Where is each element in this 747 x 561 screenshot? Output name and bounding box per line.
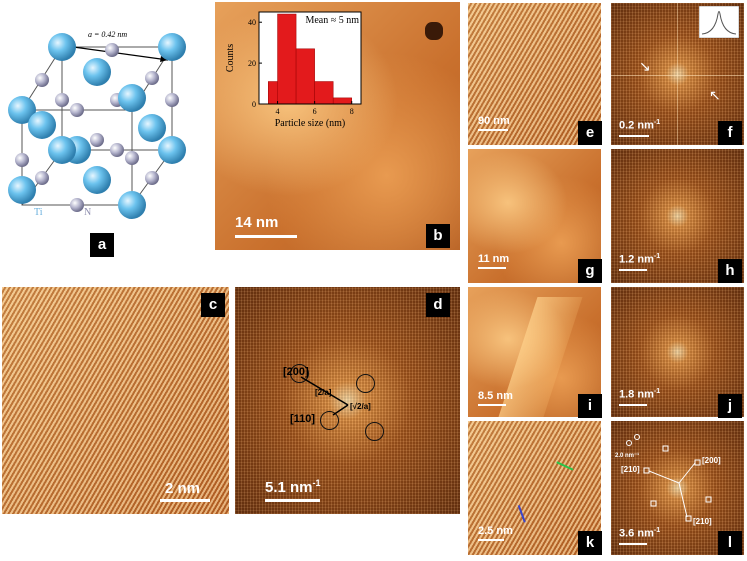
- label-210-left: [210]: [621, 465, 640, 474]
- scale-bar-l: [619, 543, 647, 545]
- histogram-frame: [258, 11, 362, 105]
- scale-label-i: 8.5 nm: [478, 390, 513, 402]
- label-2-over-a: [2/a]: [315, 388, 332, 397]
- histogram-bar: [277, 13, 297, 105]
- scale-bar-c-line: [160, 499, 210, 502]
- panel-label-a: a: [90, 233, 114, 257]
- histogram-bar: [314, 81, 334, 105]
- arrow-lower: ↖: [709, 87, 721, 103]
- panel-a-crystal-structure: a = 0.42 nm Ti N: [0, 0, 200, 230]
- radial-profile-inset: [699, 6, 739, 38]
- panel-b-stm-image: 4 6 8 0 20 40 Particle size (nm) Counts Mean ≈ 5…: [215, 2, 460, 250]
- scale-bar-g: [478, 267, 506, 269]
- panel-label-h: h: [718, 259, 742, 283]
- scale-bar-j: [619, 404, 647, 406]
- scale-bar-d: [265, 499, 320, 502]
- panel-label-f: f: [718, 121, 742, 145]
- scale-value-j: 1.8 nm: [619, 388, 654, 401]
- panel-label-e: e: [578, 121, 602, 145]
- label-210-bottom: [210]: [693, 517, 712, 526]
- scale-label-l: 3.6 nm-1: [619, 527, 660, 540]
- green-marker: [556, 461, 574, 471]
- panel-label-k: k: [578, 531, 602, 555]
- label-200: [200]: [283, 366, 309, 378]
- scale-label-k: 2.5 nm: [478, 525, 513, 537]
- scale-sup-l: -1: [653, 527, 661, 534]
- scale-label-h: 1.2 nm-1: [619, 253, 660, 266]
- scale-value-d: 5.1 nm: [265, 479, 313, 496]
- scale-sup-j: -1: [653, 388, 661, 395]
- scale-bar-i: [478, 404, 506, 406]
- panel-c-stm-atomic: [2, 287, 229, 514]
- scale-sup-d: -1: [312, 478, 321, 488]
- spot-upper-right: [356, 374, 375, 393]
- histogram-bar: [295, 48, 315, 105]
- lattice-constant-label: a = 0.42 nm: [88, 30, 127, 39]
- scale-value-l: 3.6 nm: [619, 527, 654, 540]
- x-tick-label: 8: [350, 107, 354, 116]
- n-label: N: [84, 207, 91, 218]
- small-scale-label-l: 2.0 nm⁻¹: [615, 453, 640, 459]
- scale-label-b: 14 nm: [235, 214, 279, 231]
- scale-label-j: 1.8 nm-1: [619, 388, 660, 401]
- scale-value-h: 1.2 nm: [619, 253, 654, 266]
- scale-bar-h: [619, 269, 647, 271]
- reciprocal-vectors: [300, 376, 349, 416]
- panel-label-g: g: [578, 259, 602, 283]
- label-110: [110]: [290, 413, 316, 425]
- blue-marker: [518, 505, 526, 523]
- x-tick-label: 4: [276, 107, 280, 116]
- panel-label-l: l: [718, 531, 742, 555]
- panel-label-c: c: [201, 293, 225, 317]
- scale-label-g: 11 nm: [478, 253, 510, 265]
- scale-label-d: 5.1 nm-1: [265, 478, 321, 496]
- scale-value-f: 0.2 nm: [619, 119, 654, 132]
- panel-label-b: b: [426, 224, 450, 248]
- spot-lower-right: [365, 422, 384, 441]
- scale-label-c: 2 nm: [165, 480, 201, 497]
- indexed-spots-l: [626, 434, 712, 522]
- y-axis-label: Counts: [225, 44, 236, 72]
- scale-bar-e: [478, 129, 508, 131]
- spot-200: [290, 364, 309, 383]
- y-tick-label: 40: [248, 18, 256, 27]
- panel-label-j: j: [718, 394, 742, 418]
- scale-bar-k: [478, 539, 504, 541]
- arrow-upper: ↘: [639, 58, 651, 74]
- scale-sup-f: -1: [653, 119, 661, 126]
- spot-110: [320, 411, 339, 430]
- panel-d-fft: [200] [2/a] [110] [√2/a] 5.1 nm-1: [235, 287, 460, 514]
- x-tick-label: 6: [313, 107, 317, 116]
- ti-atoms: [8, 33, 186, 219]
- scale-sup-h: -1: [653, 253, 661, 260]
- label-200-l: [200]: [702, 456, 721, 465]
- histogram-bar: [332, 97, 352, 105]
- mean-annotation: Mean ≈ 5 nm: [305, 15, 359, 26]
- panel-label-d: d: [426, 293, 450, 317]
- y-tick-label: 20: [248, 59, 256, 68]
- ti-label: Ti: [34, 207, 43, 218]
- scale-bar-f: [619, 135, 649, 137]
- label-root2-over-a: [√2/a]: [350, 402, 371, 411]
- scale-label-f: 0.2 nm-1: [619, 119, 660, 132]
- particle-size-histogram: 4 6 8 0 20 40 Particle size (nm) Counts Mean ≈ 5…: [225, 11, 362, 129]
- panel-label-i: i: [578, 394, 602, 418]
- x-axis-label: Particle size (nm): [275, 118, 346, 129]
- scale-bar-b: [235, 235, 297, 238]
- y-tick-label: 0: [252, 100, 256, 109]
- scale-label-e: 90 nm: [478, 115, 510, 127]
- tin-unit-cell-diagram: a = 0.42 nm Ti N: [8, 30, 186, 219]
